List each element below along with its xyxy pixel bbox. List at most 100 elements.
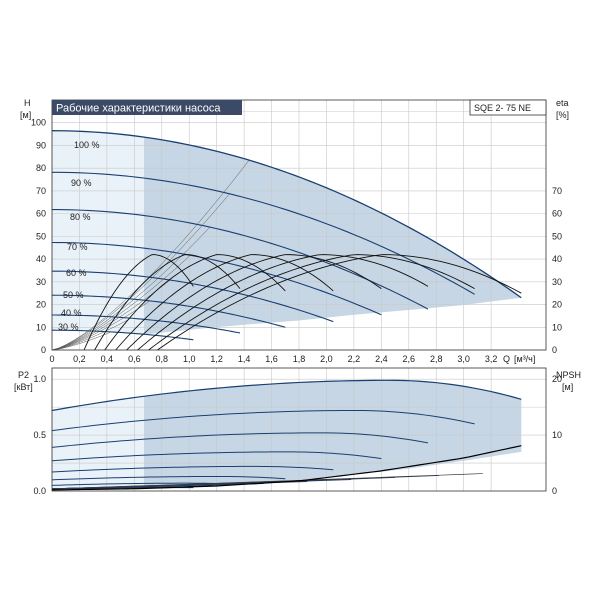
- eta-tick-label: 70: [552, 186, 562, 196]
- eta-curve: [104, 254, 286, 351]
- power-tick-label: 1.0: [33, 374, 46, 384]
- flow-tick-label: 0,4: [101, 354, 114, 364]
- flow-tick-label: 2,6: [403, 354, 416, 364]
- eta-tick-label: 50: [552, 231, 562, 241]
- npsh-tick-label: 10: [552, 430, 562, 440]
- head-tick-label: 20: [36, 300, 46, 310]
- speed-label-100: 100 %: [74, 140, 100, 150]
- flow-tick-label: 2,8: [430, 354, 443, 364]
- flow-tick-label: 0,2: [73, 354, 86, 364]
- speed-label-80: 80 %: [70, 212, 91, 222]
- flow-tick-label: 1,0: [183, 354, 196, 364]
- chart-title: Рабочие характеристики насоса: [56, 103, 221, 115]
- head-tick-label: 100: [31, 118, 46, 128]
- flow-tick-label: 0,8: [156, 354, 169, 364]
- chart-title-bg: [52, 100, 242, 115]
- head-efficiency-chart: 100 % 90 % 80 % 70 % 60 % 50 % 40 % 30 % 0 0,2 0,…: [20, 98, 569, 364]
- flow-tick-label: 0: [49, 354, 54, 364]
- system-curve: [51, 226, 211, 351]
- model-box: [469, 99, 547, 116]
- flow-tick-label: 0,6: [128, 354, 141, 364]
- power-axis-unit: [кВт]: [14, 382, 33, 392]
- npsh-curve: [51, 445, 522, 491]
- head-curve-70: [51, 241, 382, 316]
- power-curve: [51, 475, 286, 481]
- speed-label-70: 70 %: [67, 242, 88, 252]
- head-curve-60: [51, 270, 334, 323]
- head-tick-label: 0: [41, 345, 46, 355]
- system-curve: [51, 279, 171, 351]
- head-curve-40: [52, 314, 241, 334]
- power-operating-area: [143, 380, 522, 488]
- npsh-axis-unit: [м]: [562, 382, 573, 392]
- system-curve: [51, 331, 112, 351]
- npsh-tick-label: 20: [552, 374, 562, 384]
- flow-tick-label: 3,0: [457, 354, 470, 364]
- flow-tick-label: 2,4: [375, 354, 388, 364]
- power-tick-label: 0.5: [33, 430, 46, 440]
- eta-curve: [83, 254, 194, 351]
- eta-tick-label: 20: [552, 300, 562, 310]
- power-npsh-chart: 0.0 0.5 1.0 0 10 20 P2 [кВт] NPSH [м]: [14, 367, 581, 496]
- head-tick-label: 80: [36, 163, 46, 173]
- eta-tick-label: 60: [552, 209, 562, 219]
- head-axis-label: H: [24, 98, 31, 108]
- eta-tick-label: 40: [552, 254, 562, 264]
- power-curve: [51, 451, 382, 462]
- eta-tick-label: 0: [552, 345, 557, 355]
- flow-tick-label: 3,2: [485, 354, 498, 364]
- speed-label-90: 90 %: [71, 178, 92, 188]
- flow-axis-label: Q: [503, 354, 510, 364]
- power-curve: [51, 379, 522, 412]
- flow-tick-label: 1,4: [238, 354, 251, 364]
- system-curve: [51, 159, 250, 351]
- flow-tick-label: 1,6: [265, 354, 278, 364]
- eta-axis-unit: [%]: [556, 110, 569, 120]
- power-curve: [51, 465, 334, 473]
- power-curve: [51, 432, 429, 448]
- npsh-tick-label: 0: [552, 486, 557, 496]
- head-tick-label: 60: [36, 209, 46, 219]
- head-tick-label: 70: [36, 186, 46, 196]
- system-curve: [51, 193, 230, 351]
- speed-label-50: 50 %: [63, 290, 84, 300]
- npsh-axis-label: NPSH: [556, 370, 581, 380]
- head-chart-frame: [51, 99, 547, 351]
- eta-curve: [115, 254, 334, 351]
- head-curve-90: [51, 171, 475, 295]
- head-curve-50: [51, 294, 286, 328]
- model-label: SQE 2- 75 NE: [474, 103, 531, 113]
- flow-axis-unit: [м³/ч]: [514, 354, 535, 364]
- flow-tick-label: 1,2: [210, 354, 223, 364]
- head-tick-label: 50: [36, 231, 46, 241]
- head-tick-label: 40: [36, 254, 46, 264]
- power-tick-label: 0.0: [33, 486, 46, 496]
- power-chart-frame: [51, 367, 547, 492]
- npsh-fan-curve: [51, 473, 483, 490]
- head-tick-label: 90: [36, 140, 46, 150]
- head-tick-label: 10: [36, 322, 46, 332]
- head-tick-label: 30: [36, 277, 46, 287]
- flow-tick-label: 1,8: [293, 354, 306, 364]
- eta-axis-label: eta: [556, 98, 569, 108]
- eta-curve: [137, 254, 429, 351]
- speed-label-60: 60 %: [66, 268, 87, 278]
- eta-curve: [157, 254, 522, 351]
- eta-tick-label: 30: [552, 277, 562, 287]
- system-curve: [51, 317, 132, 351]
- head-axis-unit: [м]: [20, 110, 31, 120]
- head-curve-30: [52, 329, 194, 341]
- speed-label-30: 30 %: [58, 322, 79, 332]
- eta-tick-label: 10: [552, 322, 562, 332]
- head-operating-area: [143, 137, 522, 335]
- head-area-low-flow: [52, 130, 144, 335]
- system-curve: [51, 255, 191, 351]
- eta-curve: [148, 254, 475, 351]
- flow-tick-label: 2,0: [320, 354, 333, 364]
- power-curve: [51, 409, 475, 432]
- eta-curve: [126, 254, 382, 351]
- flow-tick-label: 2,2: [348, 354, 361, 364]
- speed-label-40: 40 %: [61, 308, 82, 318]
- system-curve: [51, 300, 151, 351]
